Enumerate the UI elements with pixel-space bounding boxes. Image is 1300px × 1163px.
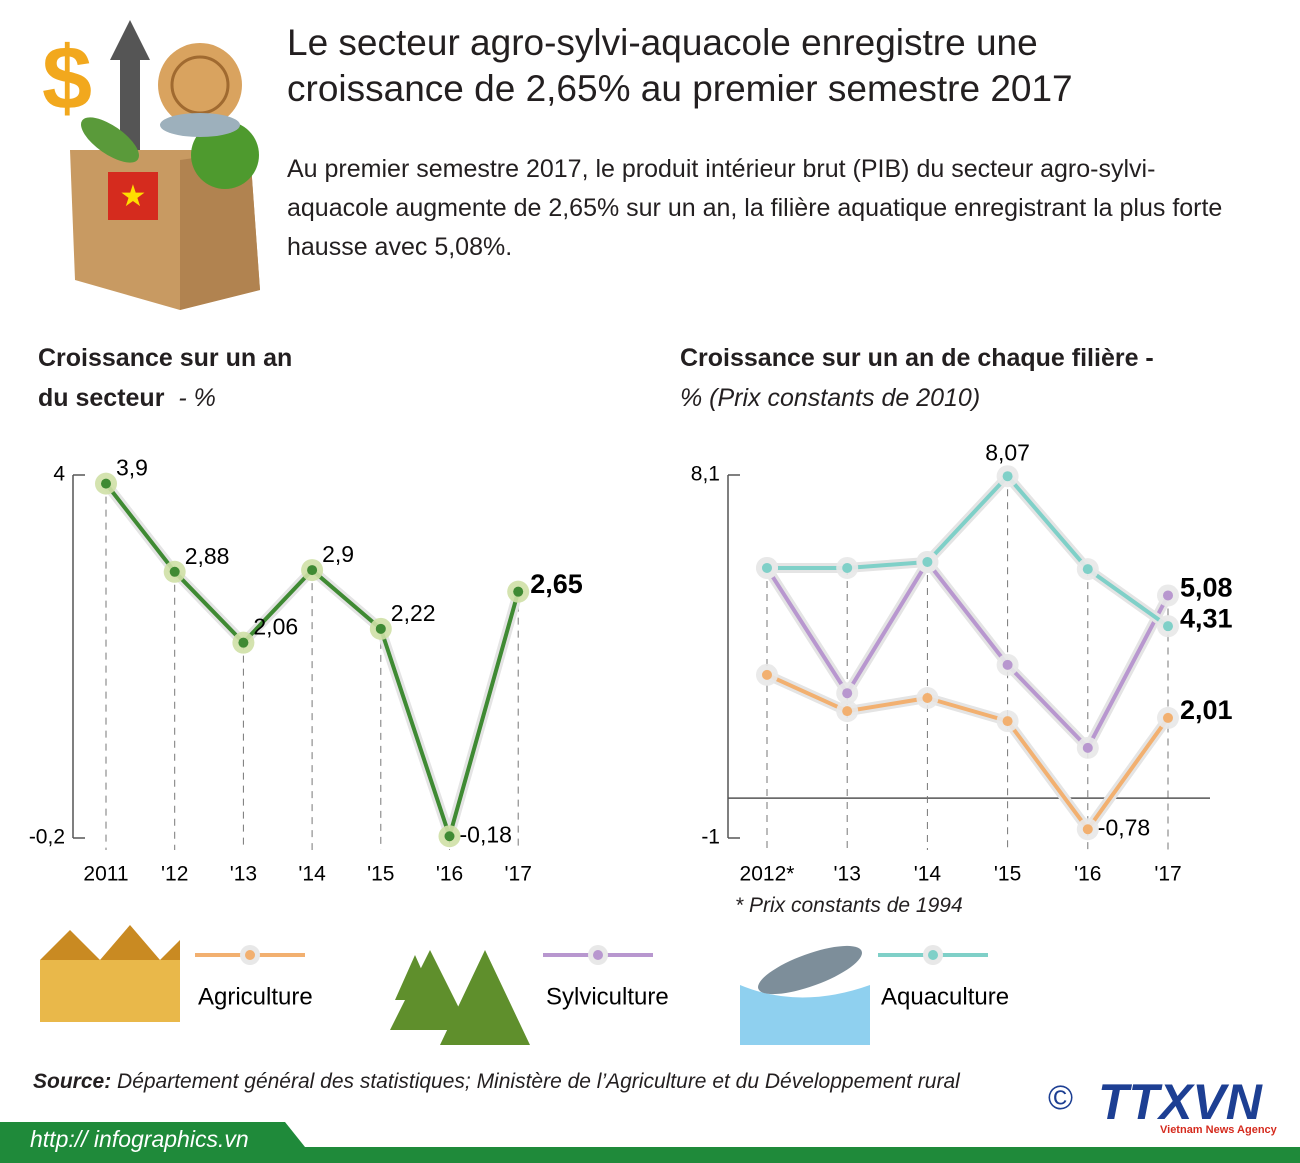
point — [922, 556, 933, 567]
value-label: -0,18 — [460, 821, 512, 847]
line — [765, 559, 1170, 750]
source-text: Département général des statistiques; Mi… — [117, 1070, 960, 1093]
line — [766, 673, 1170, 832]
point — [1163, 590, 1173, 601]
wheat-icon — [40, 925, 180, 1022]
point — [1163, 712, 1173, 723]
legend-dot — [593, 950, 603, 960]
chart-title: Croissance sur un an du secteur - % — [38, 338, 318, 418]
x-tick-label: '17 — [505, 863, 532, 886]
copyright: © — [1048, 1079, 1073, 1117]
y-tick-label: 8,1 — [691, 463, 720, 486]
point — [1002, 659, 1013, 670]
x-tick-label: '13 — [834, 863, 861, 886]
source: Source: Département général des statisti… — [33, 1070, 960, 1094]
legend-label: Agriculture — [198, 983, 313, 1010]
line-glow — [764, 670, 1173, 835]
point — [1082, 824, 1093, 835]
lead-text: Au premier semestre 2017, le produit int… — [287, 155, 1223, 261]
value-label: 2,06 — [253, 614, 298, 640]
line-glow — [767, 471, 1171, 631]
point — [169, 566, 180, 577]
point — [762, 669, 772, 680]
logo: TTXVN — [1098, 1074, 1263, 1130]
chart-title-text: Croissance sur un an de chaque filière - — [680, 344, 1154, 372]
value-label: 8,07 — [985, 439, 1030, 465]
legend: Agriculture Sylviculture Aquaculture — [40, 925, 1009, 1045]
point — [842, 688, 853, 699]
point — [1002, 471, 1013, 482]
value-label: 2,22 — [391, 600, 436, 626]
svg-text:★: ★ — [120, 180, 147, 213]
url: http:// infographics.vn — [30, 1126, 249, 1152]
fish-icon — [740, 945, 870, 1045]
x-tick-label: '16 — [436, 863, 463, 886]
footer: http:// infographics.vn © TTXVN Vietnam … — [0, 1074, 1300, 1163]
x-tick-label: '16 — [1074, 863, 1101, 886]
chart-title-text: Croissance sur un an du secteur — [38, 344, 293, 412]
note: * Prix constants de 1994 — [735, 894, 963, 917]
point — [375, 623, 386, 634]
chart-subtitle: - % — [178, 384, 216, 412]
point — [101, 478, 111, 489]
value-label: 4,31 — [1180, 603, 1233, 633]
value-label: 2,88 — [185, 543, 230, 569]
value-label: -0,78 — [1098, 814, 1150, 840]
legend-label: Sylviculture — [546, 983, 669, 1010]
trees-icon — [390, 950, 530, 1045]
line — [767, 474, 1170, 628]
legend-dot — [928, 950, 938, 960]
point — [307, 565, 318, 576]
point — [842, 706, 853, 717]
point — [1082, 742, 1093, 753]
title: Le secteur agro-sylvi-aquacole enregistr… — [287, 22, 1073, 109]
value-label: 2,01 — [1180, 695, 1233, 725]
point — [762, 562, 772, 573]
point — [513, 586, 524, 597]
x-tick-label: 2011 — [83, 863, 128, 886]
value-label: 5,08 — [1180, 573, 1233, 603]
point — [922, 692, 933, 703]
y-tick-label: -1 — [701, 826, 720, 849]
point — [1163, 621, 1173, 632]
legend-dot — [245, 950, 255, 960]
value-label: 2,65 — [530, 569, 583, 599]
y-tick-label: 4 — [53, 463, 65, 486]
svg-text:$: $ — [42, 29, 92, 129]
chart-subtitle: % (Prix constants de 2010) — [680, 384, 981, 412]
agency: Vietnam News Agency — [1160, 1124, 1278, 1136]
x-tick-label: '15 — [367, 863, 394, 886]
y-tick-label: -0,2 — [29, 826, 65, 849]
chart-title: Croissance sur un an de chaque filière -… — [680, 338, 1160, 418]
point — [1002, 716, 1013, 727]
x-tick-label: '14 — [298, 863, 326, 886]
value-label: 3,9 — [116, 455, 148, 481]
point — [238, 637, 249, 648]
x-tick-label: '15 — [994, 863, 1021, 886]
value-label: 2,9 — [322, 541, 354, 567]
point — [1082, 564, 1093, 575]
point — [444, 831, 455, 842]
x-tick-label: '13 — [230, 863, 257, 886]
point — [842, 562, 853, 573]
source-label: Source: — [33, 1070, 112, 1093]
x-tick-label: 2012* — [740, 863, 795, 886]
x-tick-label: '17 — [1154, 863, 1181, 886]
header-illustration: $ ★ — [42, 20, 260, 310]
x-tick-label: '14 — [914, 863, 942, 886]
line-glow — [762, 556, 1173, 753]
legend-label: Aquaculture — [881, 983, 1009, 1010]
x-tick-label: '12 — [161, 863, 188, 886]
